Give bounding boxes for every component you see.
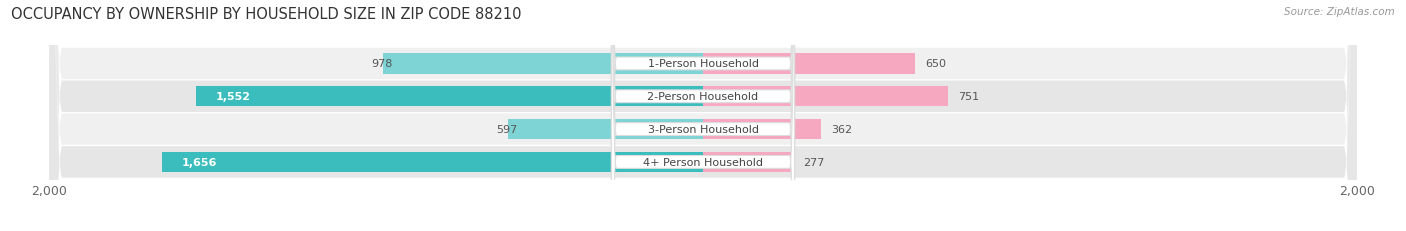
FancyBboxPatch shape xyxy=(612,0,794,231)
Bar xyxy=(703,119,821,140)
Text: 1,656: 1,656 xyxy=(181,157,217,167)
Bar xyxy=(384,54,703,74)
Text: 597: 597 xyxy=(496,125,517,134)
Text: 2-Person Household: 2-Person Household xyxy=(647,92,759,102)
FancyBboxPatch shape xyxy=(49,0,1357,231)
Text: 4+ Person Household: 4+ Person Household xyxy=(643,157,763,167)
FancyBboxPatch shape xyxy=(612,0,794,231)
Bar xyxy=(703,152,793,172)
Text: 650: 650 xyxy=(925,59,946,69)
FancyBboxPatch shape xyxy=(49,0,1357,231)
Text: 1-Person Household: 1-Person Household xyxy=(648,59,758,69)
Text: 3-Person Household: 3-Person Household xyxy=(648,125,758,134)
FancyBboxPatch shape xyxy=(49,0,1357,231)
Text: 1,552: 1,552 xyxy=(215,92,250,102)
Text: Source: ZipAtlas.com: Source: ZipAtlas.com xyxy=(1284,7,1395,17)
Bar xyxy=(195,87,703,107)
Bar xyxy=(703,54,915,74)
Text: 751: 751 xyxy=(959,92,980,102)
Text: 362: 362 xyxy=(831,125,852,134)
Text: OCCUPANCY BY OWNERSHIP BY HOUSEHOLD SIZE IN ZIP CODE 88210: OCCUPANCY BY OWNERSHIP BY HOUSEHOLD SIZE… xyxy=(11,7,522,22)
FancyBboxPatch shape xyxy=(49,0,1357,231)
Bar xyxy=(703,87,949,107)
FancyBboxPatch shape xyxy=(612,0,794,231)
Text: 277: 277 xyxy=(803,157,825,167)
FancyBboxPatch shape xyxy=(612,0,794,231)
Bar xyxy=(508,119,703,140)
Bar xyxy=(162,152,703,172)
Text: 978: 978 xyxy=(371,59,394,69)
